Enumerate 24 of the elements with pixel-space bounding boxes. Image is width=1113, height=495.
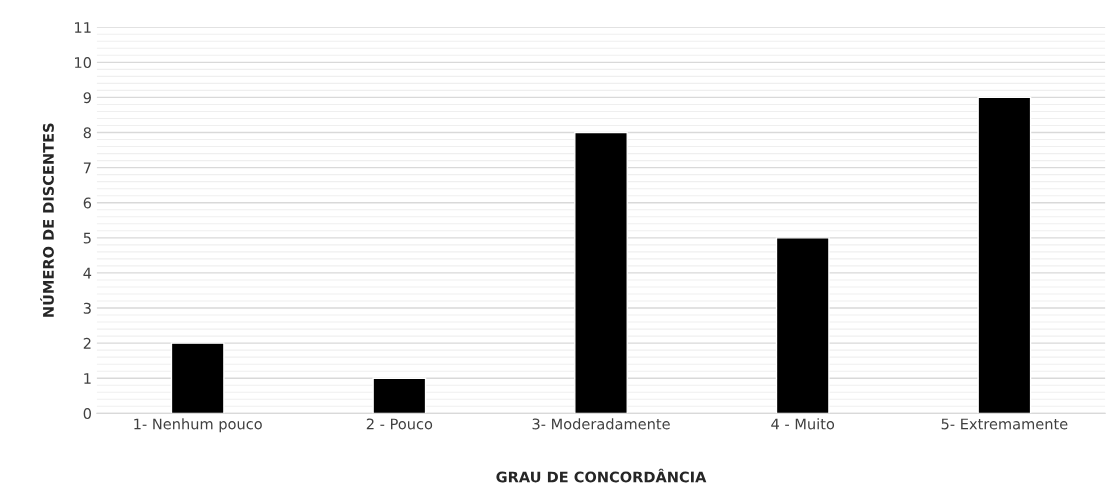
bar bbox=[775, 237, 830, 414]
y-tick-label: 0 bbox=[83, 408, 91, 420]
y-tick-label: 2 bbox=[83, 337, 91, 349]
y-tick-label: 8 bbox=[83, 127, 91, 139]
y-tick-label: 5 bbox=[83, 232, 91, 244]
x-tick-label: 5- Extremamente bbox=[941, 418, 1068, 430]
bar bbox=[574, 131, 628, 414]
bar bbox=[977, 96, 1032, 414]
x-tick-label: 3- Moderadamente bbox=[532, 418, 670, 430]
y-tick-label: 10 bbox=[75, 57, 91, 69]
y-axis-title: NÚMERO DE DISCENTES bbox=[40, 123, 54, 317]
y-tick-label: 1 bbox=[84, 373, 91, 384]
x-axis-title: GRAU DE CONCORDÂNCIA bbox=[496, 468, 707, 483]
y-tick-label: 6 bbox=[83, 197, 92, 209]
x-tick-label: 1- Nenhum pouco bbox=[134, 418, 262, 433]
x-tick-label: 4 - Muito bbox=[771, 418, 835, 430]
y-tick-label: 3 bbox=[83, 302, 91, 314]
bar bbox=[372, 377, 427, 414]
y-tick-label: 11 bbox=[75, 22, 91, 33]
bar bbox=[170, 342, 225, 414]
y-tick-label: 4 bbox=[83, 267, 92, 279]
y-tick-label: 9 bbox=[83, 92, 91, 104]
x-tick-label: 2 - Pouco bbox=[366, 418, 433, 430]
y-tick-label: 7 bbox=[83, 162, 91, 174]
